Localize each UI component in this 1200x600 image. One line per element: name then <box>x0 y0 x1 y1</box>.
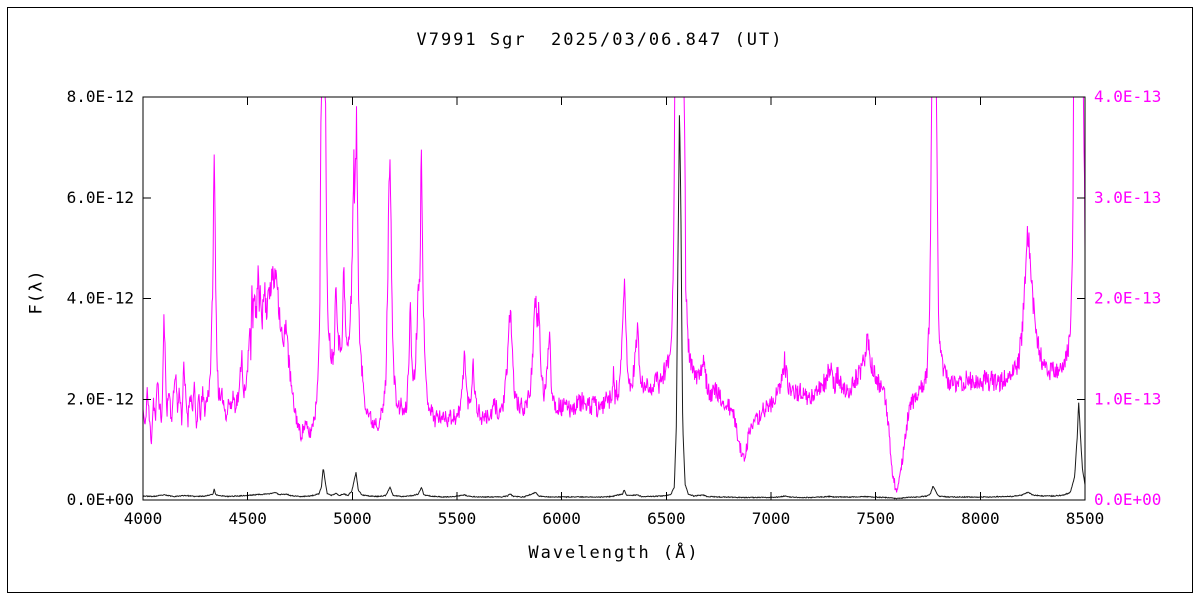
y-right-tick-label: 0.0E+00 <box>1094 490 1161 509</box>
y-left-tick-label: 8.0E-12 <box>67 87 134 106</box>
y-left-tick-label: 4.0E-12 <box>67 289 134 308</box>
series-spectrum-scaled-1e-13 <box>142 96 1086 493</box>
y-right-tick-label: 4.0E-13 <box>1094 87 1161 106</box>
chart-title: V7991 Sgr 2025/03/06.847 (UT) <box>416 30 784 50</box>
figure-border <box>7 7 1193 593</box>
y-right-tick-label: 1.0E-13 <box>1094 389 1161 408</box>
y-left-tick-label: 2.0E-12 <box>67 389 134 408</box>
y-left-tick-label: 0.0E+00 <box>67 490 134 509</box>
y-right-tick-label: 3.0E-13 <box>1094 188 1161 207</box>
x-tick-label: 4500 <box>228 509 267 528</box>
x-axis-label: Wavelength (Å) <box>528 543 700 563</box>
x-tick-label: 5000 <box>333 509 372 528</box>
x-tick-label: 8000 <box>961 509 1000 528</box>
x-tick-label: 7000 <box>752 509 791 528</box>
y-right-tick-label: 2.0E-13 <box>1094 289 1161 308</box>
x-tick-label: 6500 <box>647 509 686 528</box>
plot-frame <box>142 96 1086 501</box>
series-spectrum-absolute-1e-12 <box>142 115 1086 500</box>
x-tick-label: 5500 <box>438 509 477 528</box>
x-tick-label: 6000 <box>542 509 581 528</box>
x-tick-label: 4000 <box>124 509 163 528</box>
x-tick-label: 8500 <box>1066 509 1105 528</box>
x-tick-label: 7500 <box>856 509 895 528</box>
y-left-tick-label: 6.0E-12 <box>67 188 134 207</box>
